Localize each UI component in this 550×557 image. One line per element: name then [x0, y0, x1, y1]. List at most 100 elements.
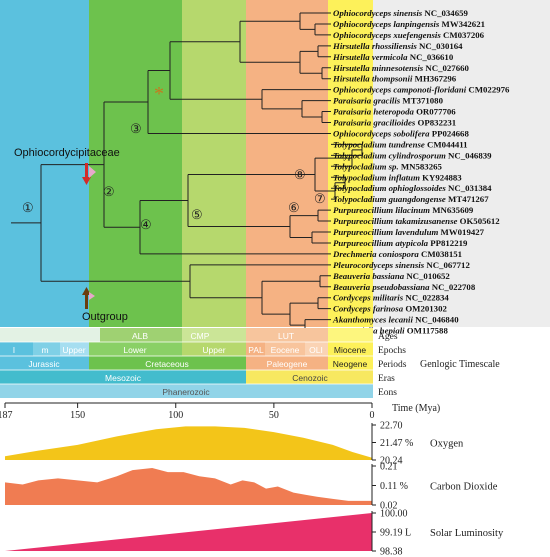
taxon-accession: NC_036610 [408, 52, 454, 62]
solar-luminosity-chart: 100.00 99.19 L 98.38 Solar Luminosity [5, 509, 504, 557]
taxon-label: Cordyceps militaris NC_022834 [333, 293, 449, 303]
node-6-label: ⑥ [288, 200, 300, 215]
taxon-accession: NC_022708 [430, 282, 476, 292]
period-neogene: Neogene [333, 359, 368, 369]
age-lut: LUT [278, 331, 294, 341]
carbon-dioxide-title: Carbon Dioxide [430, 482, 498, 493]
taxon-name: Ophiocordyceps sinensis [333, 8, 423, 18]
taxon-label: Ophiocordyceps sinensis NC_034659 [333, 8, 468, 18]
taxon-label: Paraisaria gracilioides OP832231 [333, 118, 456, 128]
node-2-label: ② [103, 184, 115, 199]
oxygen-chart: 22.70 21.47 % 20.24 Oxygen [5, 421, 464, 467]
taxon-accession: MT471267 [446, 194, 489, 204]
y-tick-label: 99.19 L [380, 528, 411, 539]
taxon-label: Drechmeria coniospora CM038151 [332, 249, 462, 259]
node-3-label: ③ [130, 121, 142, 136]
taxon-name: Paraisaria heteropoda [333, 107, 414, 117]
taxon-name: Cordyceps farinosa [333, 304, 404, 314]
taxon-name: Hirsutella minnesotensis [332, 63, 424, 73]
family-label: Ophiocordycipitaceae [14, 147, 120, 159]
epoch-m: m [41, 345, 48, 355]
epoch-upper-jurassic: Upper [62, 345, 85, 355]
taxon-name: Ophiocordyceps sobolifera [333, 128, 430, 138]
taxon-accession: MW019427 [438, 227, 484, 237]
y-tick-label: 100.00 [380, 509, 408, 520]
tree-clean [11, 12, 363, 332]
taxon-name: Beauveria bassiana [332, 271, 405, 281]
taxon-label: Cordyceps farinosa OM201302 [333, 304, 447, 314]
taxon-name: Purpureocillium atypicola [333, 238, 429, 248]
taxon-label: Hirsutella minnesotensis NC_027660 [332, 63, 469, 73]
taxon-accession: NC_046839 [446, 150, 492, 160]
taxon-label: Purpureocillium lilacinum MN635609 [333, 205, 474, 215]
taxon-name: Hirsutella thompsonii [332, 74, 413, 84]
taxon-accession: MH367296 [412, 74, 456, 84]
taxon-name: Tolypocladium sp. [333, 161, 399, 171]
epoch-l: l [13, 345, 15, 355]
node-1-label: ① [22, 200, 34, 215]
clade-annotations: Ophiocordycipitaceae Outgroup [14, 147, 128, 323]
tree-background [0, 0, 550, 327]
taxon-name: Tolypocladium ophioglossoides [333, 183, 446, 193]
taxon-accession: CM037206 [441, 30, 485, 40]
taxon-label: Ophiocordyceps xuefengensis CM037206 [333, 30, 485, 40]
taxon-accession: MN635609 [430, 205, 474, 215]
epoch-oli: OLI [309, 345, 323, 355]
environment-charts: 22.70 21.47 % 20.24 Oxygen 0.21 0.11 % 0.02 Car… [5, 421, 504, 557]
y-tick-label: 0.02 [380, 501, 398, 512]
taxon-accession: MN583265 [399, 161, 443, 171]
node-7-label: ⑦ [314, 191, 326, 206]
eon-phanerozoic: Phanerozoic [162, 387, 210, 397]
age-alb: ALB [132, 331, 148, 341]
axis-ticks: 187 150 100 50 0 [0, 403, 375, 421]
taxon-accession: OM201302 [403, 304, 447, 314]
row-label-eras: Eras [378, 374, 395, 384]
age-cmp: CMP [191, 331, 210, 341]
taxon-label: Pleurocordyceps sinensis NC_067712 [333, 260, 470, 270]
node-labels: ① ② ③ ④ ⑤ ⑥ ⑦ ⑧ * [22, 83, 326, 232]
axis-tick-label: 0 [370, 410, 375, 421]
carbon-dioxide-area [5, 468, 372, 505]
epoch-upper-cretaceous: Upper [202, 345, 225, 355]
taxon-name: Paraisaria gracilioides [333, 118, 416, 128]
taxon-accession: OK505612 [457, 216, 500, 226]
taxon-label: Purpureocillium lavendulum MW019427 [333, 227, 485, 237]
taxon-accession: OM117588 [405, 326, 449, 336]
y-tick-label: 21.47 % [380, 438, 413, 449]
y-tick-label: 0.21 [380, 462, 398, 473]
taxon-label: Hirsutella vermicola NC_036610 [332, 52, 454, 62]
axis-tick-label: 187 [0, 410, 13, 421]
epoch-eocene: Eocene [271, 345, 300, 355]
taxon-name: Akanthomyces lecanii [332, 315, 413, 325]
taxon-name: Drechmeria coniospora [332, 249, 419, 259]
taxon-label: Paraisaria heteropoda OR077706 [333, 107, 456, 117]
taxon-name: Hirsutella vermicola [332, 52, 408, 62]
taxon-name: Paraisaria gracilis [333, 96, 401, 106]
carbon-dioxide-chart: 0.21 0.11 % 0.02 Carbon Dioxide [5, 462, 498, 512]
taxon-accession: NC_022834 [403, 293, 449, 303]
period-jurassic: Jurassic [28, 359, 60, 369]
taxon-accession: PP812219 [428, 238, 468, 248]
taxon-accession: MW342621 [439, 19, 485, 29]
taxon-name: Ophiocordyceps xuefengensis [333, 30, 441, 40]
taxon-label: Tolypocladium cylindrosporum NC_046839 [333, 150, 492, 160]
timescale-title: Genlogic Timescale [420, 359, 500, 370]
taxon-name: Tolypocladium cylindrosporum [333, 150, 446, 160]
node-5-label: ⑤ [191, 207, 203, 222]
taxon-name: Purpureocillium takamizusanense [333, 216, 457, 226]
period-cretaceous: Cretaceous [145, 359, 188, 369]
taxon-label: Hirsutella rhossiliensis NC_030164 [332, 41, 463, 51]
solar-luminosity-area [5, 513, 372, 551]
axis-tick-label: 150 [70, 410, 85, 421]
star-marker: * [154, 83, 164, 105]
taxon-label: Paraisaria gracilis MT371080 [333, 96, 444, 106]
outgroup-label: Outgroup [82, 311, 128, 323]
taxon-label: Akanthomyces lecanii NC_046840 [332, 315, 459, 325]
outgroup-arrow [82, 287, 95, 309]
taxon-name: Cordyceps militaris [333, 293, 404, 303]
row-label-epochs: Epochs [378, 346, 406, 356]
taxon-label: Tolypocladium ophioglossoides NC_031384 [333, 183, 492, 193]
taxon-label: Hirsutella thompsonii MH367296 [332, 74, 457, 84]
taxon-name: Pleurocordyceps sinensis [333, 260, 425, 270]
tree-branches [11, 12, 363, 332]
